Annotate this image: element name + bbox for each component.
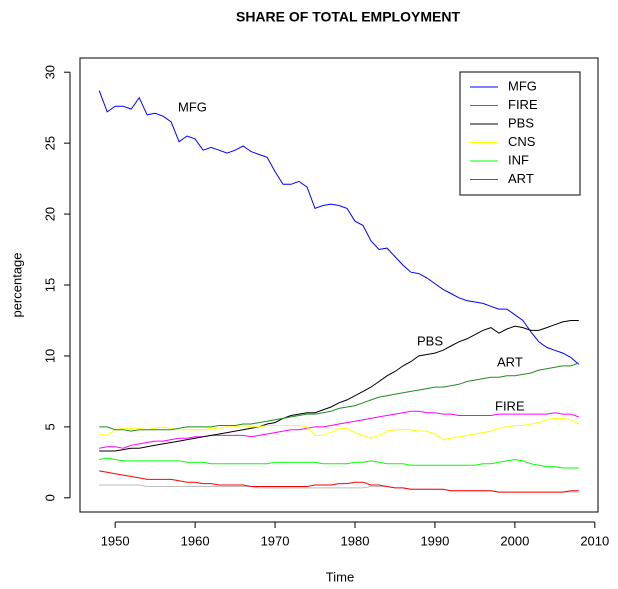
legend-label: CNS [508,134,536,149]
series-line [99,457,579,469]
y-tick-label: 5 [42,423,57,430]
legend-label: PBS [508,115,534,130]
y-tick-label: 15 [42,278,57,292]
annotation: MFG [178,99,207,114]
x-axis-label: Time [326,569,354,584]
y-tick-label: 25 [42,136,57,150]
x-tick-label: 1990 [420,533,449,548]
chart-title: SHARE OF TOTAL EMPLOYMENT [236,9,460,25]
series-line [99,362,579,432]
x-tick-label: 1980 [341,533,370,548]
series-line [99,417,580,441]
series-line [99,320,579,452]
legend-label: INF [508,152,529,167]
annotation: ART [497,354,523,369]
y-axis-label: percentage [9,252,24,317]
x-tick-label: 2000 [500,533,529,548]
legend-label: FIRE [508,97,538,112]
x-tick-label: 2010 [580,533,609,548]
series-line [98,90,580,365]
legend-label: MFG [508,78,537,93]
annotation: FIRE [495,398,525,413]
y-tick-label: 0 [42,494,57,501]
y-tick-label: 20 [42,207,57,221]
y-tick-label: 30 [42,65,57,79]
legend-box [459,71,581,196]
annotation: PBS [417,333,443,348]
x-tick-label: 1960 [181,533,210,548]
legend-label: ART [508,171,534,186]
y-tick-label: 10 [42,349,57,363]
plot-frame [79,57,599,513]
series-line [99,484,579,493]
series-line [99,410,579,449]
x-tick-label: 1970 [261,533,290,548]
series-line [99,470,579,493]
x-tick-label: 1950 [101,533,130,548]
